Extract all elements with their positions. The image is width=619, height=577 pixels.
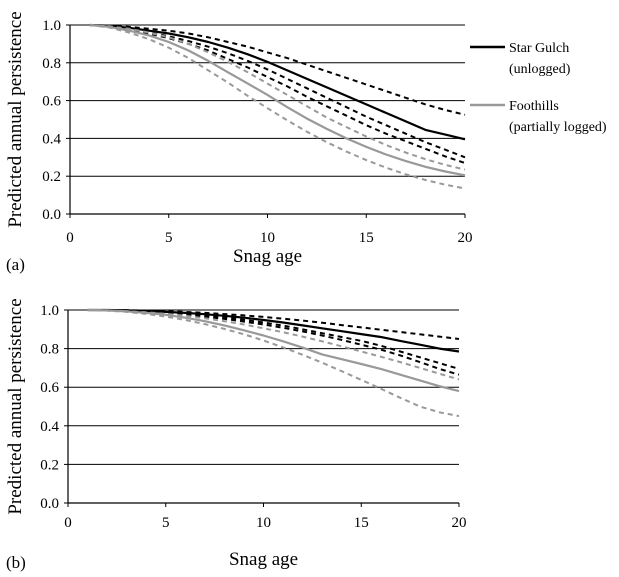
y-tick-label: 0.4 — [40, 419, 59, 435]
series-line-gray-dashed-6 — [89, 24, 466, 190]
chart-panel-b: 0.0 0.2 0.4 0.6 0.8 1.0 0 5 10 15 20 Snag age Predic… — [5, 298, 467, 572]
series-line-gray-dashed-5 — [89, 24, 466, 171]
x-axis-title: Snag age — [233, 246, 302, 267]
x-tick-label: 20 — [458, 230, 473, 246]
x-tick-label: 15 — [354, 515, 369, 531]
y-tick-label: 1.0 — [40, 303, 59, 319]
legend-label: Foothills — [509, 99, 559, 114]
series-line-black-dashed-3 — [89, 24, 466, 164]
x-tick-label: 0 — [66, 230, 74, 246]
x-tick-label: 5 — [165, 230, 173, 246]
y-tick-label: 0.2 — [40, 457, 59, 473]
legend-sublabel: (unlogged) — [509, 62, 571, 77]
y-tick-label: 0.2 — [42, 169, 61, 185]
x-tick-label: 15 — [359, 230, 374, 246]
y-axis-title: Predicted annual persistence — [5, 11, 26, 227]
series-line-star-gulch — [87, 308, 460, 353]
chart-panel-a: 0.0 0.2 0.4 0.6 0.8 1.0 0 5 10 15 20 Snag age Predic… — [5, 11, 607, 274]
legend-label: Star Gulch — [509, 41, 569, 56]
y-tick-label: 0.4 — [42, 131, 61, 147]
y-tick-label: 0.0 — [42, 207, 61, 223]
y-tick-label: 0.0 — [40, 496, 59, 512]
panel-label: (a) — [6, 255, 25, 274]
y-tick-label: 0.8 — [40, 342, 59, 358]
series-line-black-dashed-2 — [89, 24, 466, 159]
series-line-black-dashed-1 — [87, 309, 460, 340]
series-line-star-gulch — [89, 23, 466, 141]
x-tick-label: 0 — [64, 515, 72, 531]
y-axis-title: Predicted annual persistence — [5, 298, 26, 514]
y-tick-label: 1.0 — [42, 18, 61, 34]
legend: Star Gulch (unlogged) Foothills (partially … — [470, 41, 607, 135]
series-line-black-dashed-1 — [89, 24, 466, 116]
series-line-foothills — [89, 23, 466, 177]
panel-label: (b) — [6, 553, 26, 572]
y-tick-label: 0.6 — [40, 380, 59, 396]
x-tick-label: 10 — [256, 515, 271, 531]
x-tick-label: 20 — [452, 515, 467, 531]
x-axis-title: Snag age — [229, 549, 298, 570]
x-tick-label: 5 — [162, 515, 170, 531]
x-tick-label: 10 — [260, 230, 275, 246]
series-line-gray-dashed-6 — [87, 309, 460, 418]
y-tick-label: 0.8 — [42, 56, 61, 72]
y-tick-label: 0.6 — [42, 94, 61, 110]
legend-sublabel: (partially logged) — [509, 120, 607, 135]
series-line-foothills — [87, 308, 460, 393]
